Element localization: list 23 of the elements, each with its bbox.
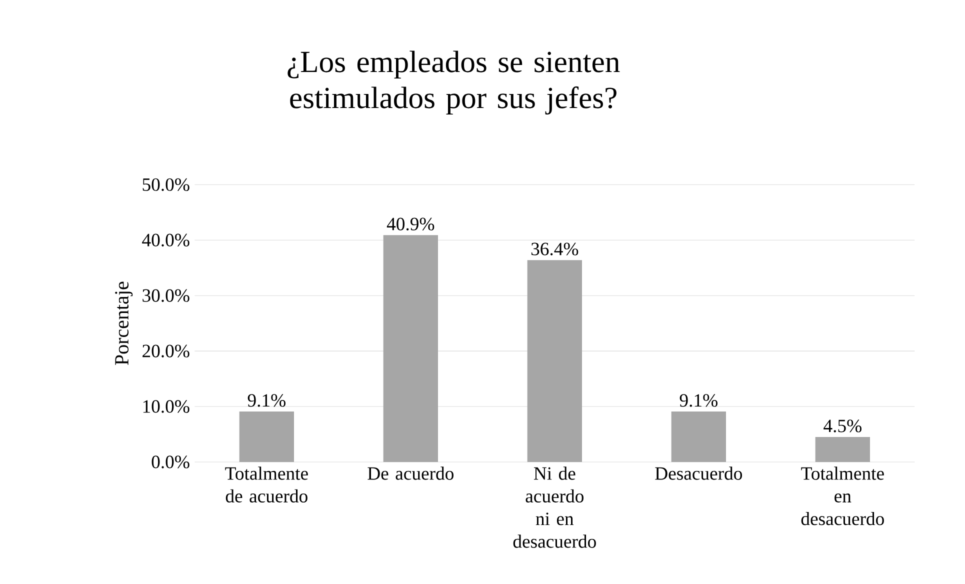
- y-tick-label: 20.0%: [142, 344, 190, 358]
- data-label: 36.4%: [531, 242, 578, 256]
- data-label: 9.1%: [248, 394, 286, 407]
- bar: [815, 437, 870, 462]
- y-axis-title: Porcentaje: [115, 282, 133, 365]
- data-label: 9.1%: [680, 394, 718, 407]
- y-tick-label: 0.0%: [152, 456, 190, 468]
- chart-title: ¿Los empleados se sienten estimulados por sus jefes?: [288, 50, 620, 115]
- x-tick-label: Totalmente de acuerdo: [225, 466, 308, 503]
- y-tick-label: 30.0%: [142, 289, 190, 302]
- data-label: 4.5%: [824, 420, 862, 432]
- y-tick-label: 10.0%: [143, 400, 190, 413]
- y-tick-label: 40.0%: [142, 234, 190, 246]
- bar: [671, 412, 726, 462]
- bar: [239, 412, 294, 462]
- bar: [527, 260, 582, 462]
- x-tick-label: De acuerdo: [368, 466, 454, 480]
- y-tick-label: 50.0%: [142, 178, 190, 192]
- x-tick-label: Totalmente en desacuerdo: [801, 466, 884, 526]
- data-label: 40.9%: [386, 218, 434, 230]
- x-tick-label: Desacuerdo: [655, 466, 742, 480]
- bar: [383, 235, 438, 462]
- x-tick-label: Ni de acuerdo ni en desacuerdo: [513, 466, 596, 548]
